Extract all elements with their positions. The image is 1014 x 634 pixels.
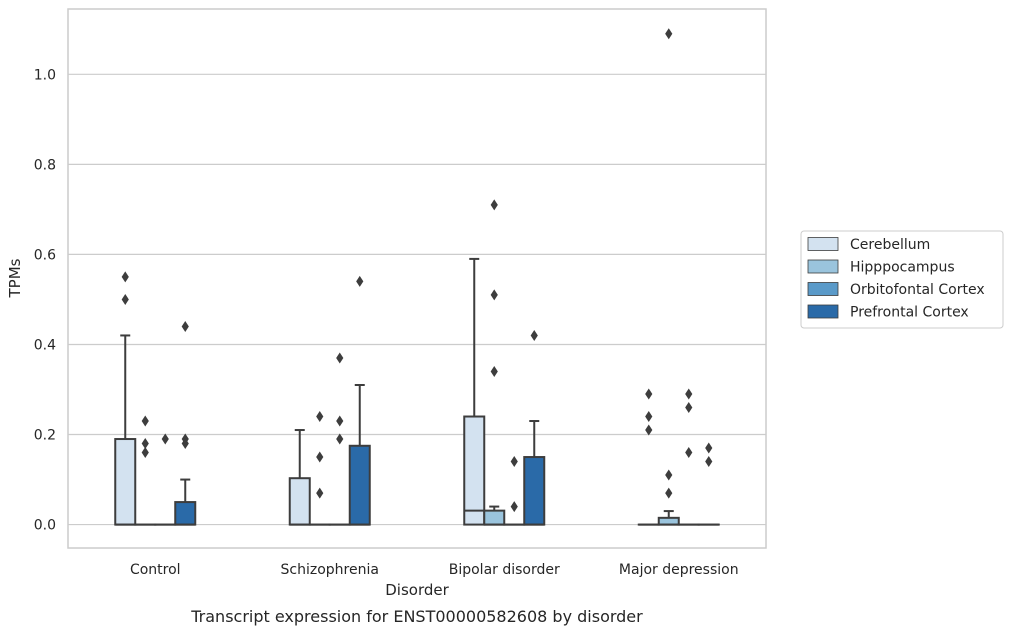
outlier-point (510, 456, 518, 468)
x-tick-labels: Control Schizophrenia Bipolar disorder Majo… (130, 562, 739, 578)
outlier-point (705, 456, 713, 468)
chart-caption: Transcript expression for ENST0000058260… (190, 607, 643, 626)
legend-label: Cerebellum (850, 237, 930, 253)
outlier-point (356, 275, 364, 287)
legend-swatch (807, 282, 839, 296)
outlier-point (645, 388, 653, 400)
box (523, 456, 546, 526)
legend-frame (800, 230, 1004, 329)
outlier-point (685, 447, 693, 459)
box (174, 501, 197, 526)
legend-label: Hipppocampus (850, 260, 955, 276)
y-axis-label: TPMs (6, 258, 24, 298)
outlier-point (141, 438, 149, 450)
legend: Cerebellum Hipppocampus Orbitofontal Corte… (800, 230, 1004, 329)
outlier-point (685, 402, 693, 414)
outlier-point (665, 28, 673, 40)
y-tick-label: 1.0 (34, 67, 56, 83)
box (348, 444, 371, 526)
y-tick-label: 0.2 (34, 428, 56, 444)
legend-swatch (807, 304, 839, 319)
box-plot-marks (114, 28, 720, 526)
y-tick-label: 0.0 (34, 518, 56, 534)
outlier-point (490, 199, 498, 211)
outlier-point (316, 451, 324, 463)
y-tick-label: 0.8 (34, 157, 56, 173)
outlier-point (645, 424, 653, 436)
y-tick-label: 0.4 (34, 337, 56, 353)
box (114, 438, 137, 526)
outlier-point (181, 320, 189, 332)
outlier-point (665, 469, 673, 481)
x-tick-label: Major depression (619, 562, 739, 578)
outlier-point (141, 415, 149, 427)
x-tick-label: Bipolar disorder (449, 562, 560, 578)
x-axis-label: Disorder (385, 581, 449, 599)
outlier-point (665, 487, 673, 499)
outlier-point (705, 442, 713, 454)
outlier-point (336, 415, 344, 427)
legend-swatch (807, 259, 839, 274)
x-tick-label: Control (130, 562, 181, 578)
outlier-point (490, 365, 498, 377)
legend-label: Orbitofontal Cortex (850, 282, 985, 298)
outlier-point (685, 388, 693, 400)
x-tick-label: Schizophrenia (281, 562, 379, 578)
outlier-point (336, 352, 344, 364)
box (657, 516, 680, 526)
outlier-point (121, 271, 129, 283)
outlier-point (530, 329, 538, 341)
grid-lines (68, 73, 766, 526)
outlier-point (141, 447, 149, 459)
outlier-point (645, 411, 653, 423)
outlier-point (161, 433, 169, 445)
legend-label: Prefrontal Cortex (850, 305, 969, 321)
box (463, 415, 486, 526)
plot-area-frame (67, 8, 767, 549)
outlier-point (316, 411, 324, 423)
y-tick-labels: 0.0 0.2 0.4 0.6 0.8 1.0 (34, 67, 56, 533)
outlier-point (181, 433, 189, 445)
outlier-point (490, 289, 498, 301)
box (483, 509, 506, 526)
outlier-point (121, 293, 129, 305)
legend-swatch (807, 237, 839, 251)
outlier-point (316, 487, 324, 499)
outlier-point (510, 501, 518, 513)
outlier-point (336, 433, 344, 445)
box (288, 477, 311, 526)
y-tick-label: 0.6 (34, 247, 56, 263)
